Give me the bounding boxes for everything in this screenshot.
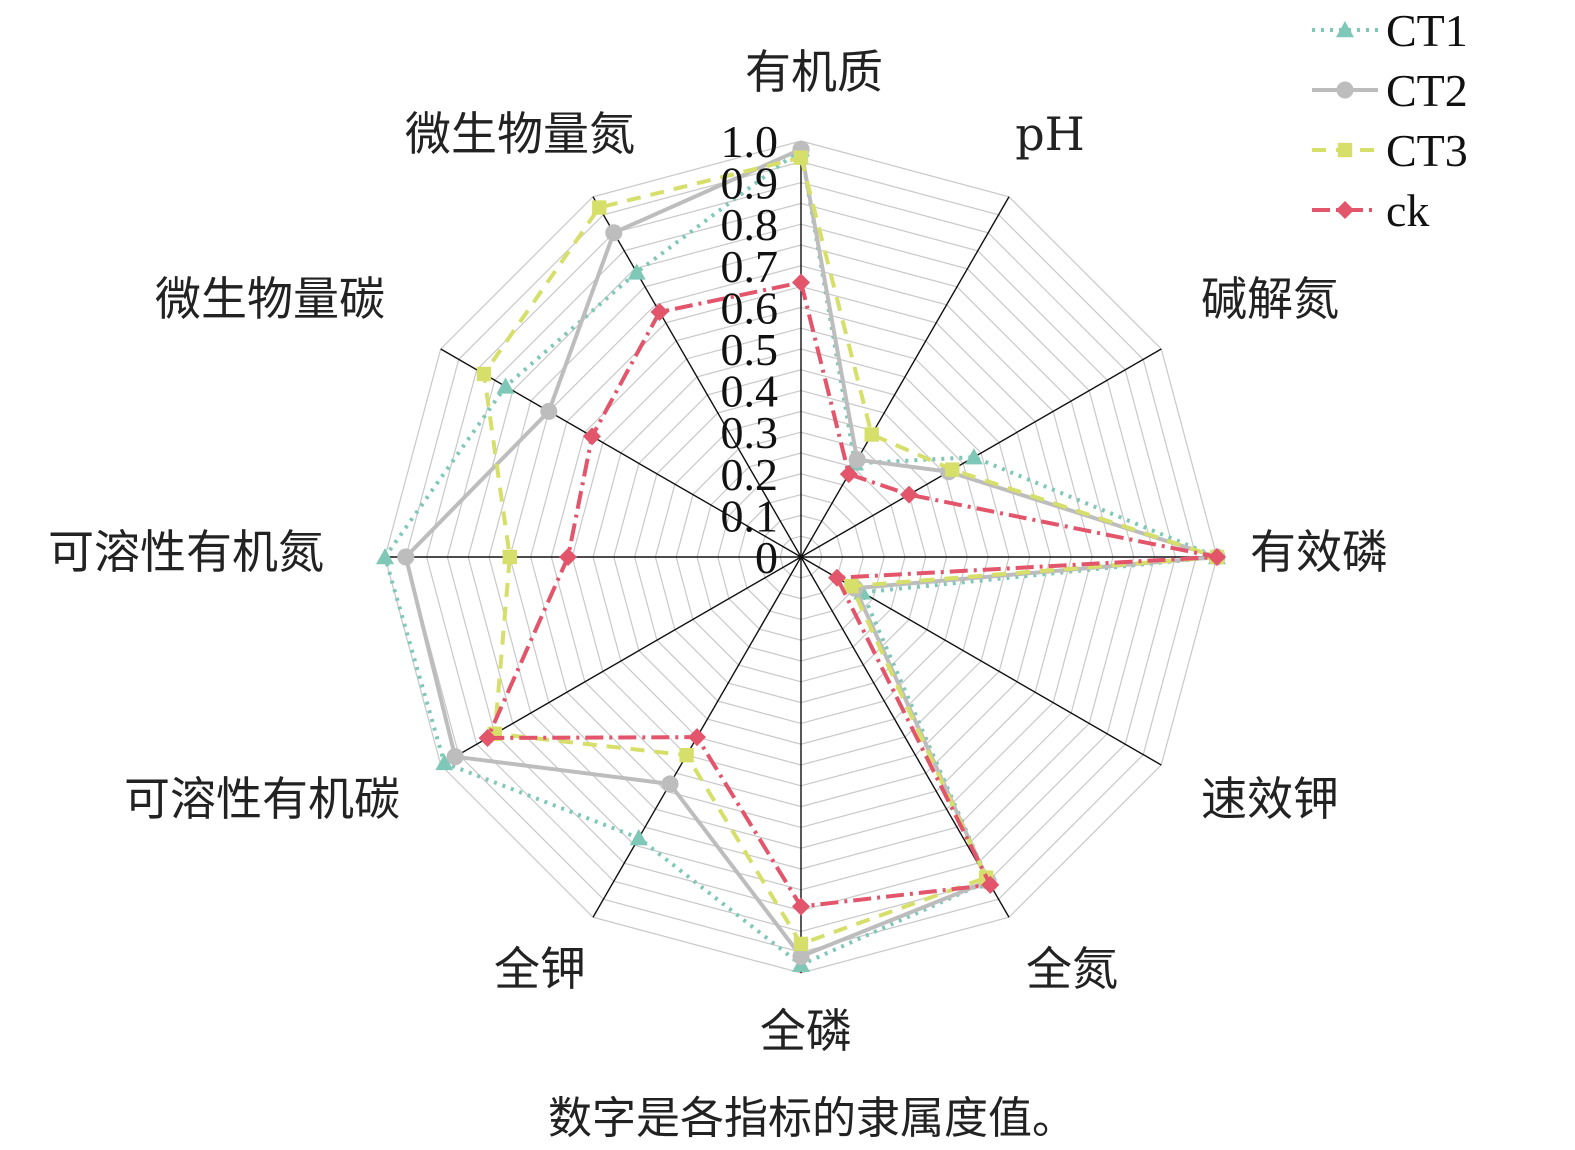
axis-label: 速效钾 (1201, 772, 1339, 826)
tick-label: 0.1 (721, 490, 779, 541)
axis-label: pH (1015, 107, 1085, 161)
tick-label: 1.0 (721, 116, 779, 167)
tick-label: 0.6 (721, 282, 779, 333)
legend-swatch-marker (1336, 21, 1354, 38)
data-point-CT2 (540, 402, 558, 420)
axis-spoke (592, 196, 802, 558)
series-line-CT2 (403, 147, 1219, 959)
data-point-CT2 (446, 748, 464, 766)
data-point-CT3 (793, 150, 809, 165)
data-point-ck (478, 728, 497, 747)
data-point-CT2 (792, 947, 810, 965)
data-point-CT2 (397, 548, 415, 566)
data-point-ck (650, 303, 669, 322)
series-layer (376, 140, 1226, 972)
data-point-CT1 (964, 448, 983, 465)
legend-label: ck (1386, 185, 1429, 236)
series-CT2 (397, 140, 1226, 965)
radial-tick-labels: 00.10.20.30.40.50.60.70.80.91.0 (721, 116, 779, 583)
data-point-CT3 (844, 578, 859, 594)
data-point-CT2 (661, 775, 679, 793)
legend-label: CT1 (1386, 5, 1468, 56)
series-ck (478, 273, 1226, 916)
series-CT3 (476, 150, 1225, 952)
tick-label: 0.5 (721, 324, 779, 375)
tick-label: 0.8 (721, 199, 779, 250)
data-point-CT3 (945, 462, 960, 477)
tick-label: 0.9 (721, 158, 779, 209)
legend-item: ck (1312, 185, 1429, 236)
axis-label: 可溶性有机碳 (124, 772, 400, 826)
data-point-ck (792, 897, 810, 916)
data-point-CT2 (848, 451, 866, 469)
data-point-ck (792, 273, 810, 292)
axis-label: 有机质 (745, 45, 883, 99)
axis-label: 有效磷 (1250, 525, 1388, 579)
data-point-CT1 (435, 753, 454, 771)
data-point-ck (559, 548, 578, 566)
data-point-ck (828, 568, 847, 587)
axis-spoke (440, 348, 802, 558)
data-point-CT3 (864, 427, 879, 442)
data-point-CT2 (605, 224, 623, 242)
legend-item: CT1 (1312, 5, 1468, 56)
data-point-ck (583, 427, 602, 446)
axis-label: 微生物量氮 (405, 107, 635, 161)
chart-caption: 数字是各指标的隶属度值。 (548, 1093, 1076, 1144)
data-point-CT1 (629, 829, 648, 846)
axis-spoke (800, 348, 1162, 558)
series-line-CT3 (481, 155, 1219, 946)
data-point-CT1 (627, 263, 646, 280)
data-point-ck (900, 485, 919, 504)
tick-label: 0.7 (721, 241, 779, 292)
axis-label: 全钾 (494, 942, 586, 996)
data-point-CT1 (496, 377, 515, 394)
data-point-CT1 (376, 548, 394, 565)
legend-item: CT2 (1312, 65, 1468, 116)
data-point-CT3 (476, 366, 492, 382)
axis-label: 微生物量碳 (155, 272, 385, 326)
data-point-ck (1208, 548, 1226, 566)
data-point-CT3 (502, 549, 517, 565)
legend-swatch-marker (1336, 81, 1354, 99)
legend-label: CT2 (1386, 65, 1468, 116)
legend: CT1 CT2 CT3 ck (1312, 5, 1468, 236)
axis-spoke (800, 196, 1010, 558)
axis-label: 碱解氮 (1201, 272, 1339, 326)
axis-label: 全磷 (760, 1004, 852, 1058)
legend-swatch-marker (1337, 142, 1353, 158)
data-point-ck (839, 465, 858, 484)
legend-swatch-marker (1336, 201, 1354, 219)
tick-label: 0 (755, 532, 778, 583)
data-point-CT3 (592, 200, 607, 215)
legend-item: CT3 (1312, 125, 1468, 176)
tick-label: 0.2 (721, 449, 779, 500)
data-point-ck (981, 875, 1000, 894)
tick-label: 0.4 (721, 366, 779, 417)
data-point-CT3 (679, 747, 694, 763)
data-point-CT3 (793, 936, 809, 952)
axis-label: 全氮 (1026, 942, 1118, 996)
legend-label: CT3 (1386, 125, 1468, 176)
data-point-ck (688, 728, 706, 747)
tick-label: 0.3 (721, 407, 779, 458)
axis-label: 可溶性有机氮 (48, 525, 324, 579)
